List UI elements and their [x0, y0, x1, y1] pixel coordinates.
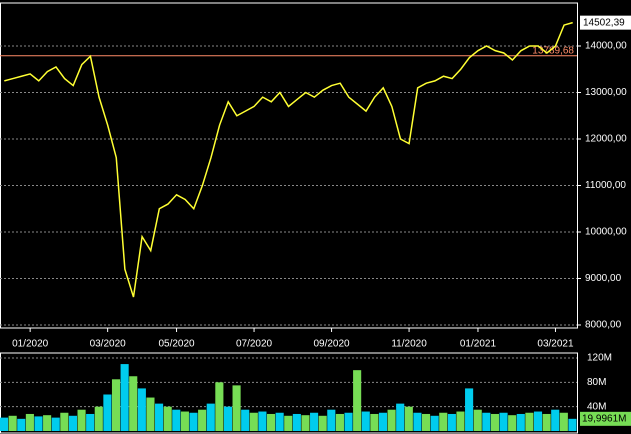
volume-bar — [77, 409, 86, 431]
x-tick-label: 03/2020 — [90, 339, 127, 350]
volume-bar — [430, 415, 439, 431]
x-tick-label: 09/2020 — [313, 339, 350, 350]
volume-bar — [189, 412, 198, 431]
volume-bar — [516, 413, 525, 431]
volume-bar — [353, 370, 362, 431]
x-tick-label: 07/2020 — [236, 339, 273, 350]
volume-bar — [172, 409, 181, 431]
volume-bar — [0, 417, 9, 431]
volume-bar — [335, 413, 344, 431]
volume-bar — [249, 412, 258, 431]
volume-bar — [215, 382, 224, 431]
volume-bar — [465, 388, 474, 431]
volume-bar — [232, 385, 241, 431]
volume-bar — [198, 409, 207, 431]
volume-bar — [25, 413, 34, 431]
volume-bar — [378, 412, 388, 431]
volume-bar — [17, 418, 26, 431]
y-tick-label: 12000,00 — [585, 134, 627, 145]
price-line — [4, 21, 573, 298]
y-tick-label: 40M — [587, 401, 606, 412]
volume-bar — [180, 411, 189, 431]
volume-bar — [456, 411, 465, 431]
volume-bar — [94, 406, 103, 431]
volume-bar — [421, 413, 431, 431]
volume-bar — [473, 409, 482, 431]
y-tick-label: 13000,00 — [585, 87, 627, 98]
volume-bar — [103, 394, 112, 431]
volume-bar — [120, 364, 129, 431]
volume-bar — [551, 409, 560, 431]
volume-bar — [525, 412, 534, 431]
volume-bar — [68, 415, 78, 431]
volume-bar — [327, 409, 336, 431]
volume-bar — [370, 413, 379, 431]
volume-bar — [258, 411, 267, 431]
volume-bar — [146, 397, 155, 431]
volume-bar — [284, 415, 293, 431]
y-tick-label: 10000,00 — [585, 227, 627, 238]
volume-bar — [60, 412, 69, 431]
x-tick-label: 01/2021 — [460, 339, 497, 350]
volume-bar — [533, 411, 543, 431]
price-panel — [0, 2, 578, 329]
x-tick-label: 01/2020 — [12, 339, 49, 350]
volume-bar — [542, 413, 551, 431]
volume-bar — [559, 412, 568, 431]
volume-bar — [43, 415, 52, 431]
volume-bar — [344, 412, 353, 431]
volume-bar — [292, 413, 301, 431]
last-price-label: 14502,39 — [583, 17, 625, 28]
last-price-box — [580, 15, 631, 30]
volume-bar — [223, 406, 233, 431]
volume-panel — [0, 352, 578, 434]
volume-bar — [413, 412, 422, 431]
volume-bar — [206, 403, 215, 431]
y-tick-label: 11000,00 — [585, 180, 626, 191]
volume-bar — [482, 412, 491, 431]
volume-bar — [34, 416, 43, 431]
last-volume-box — [580, 411, 631, 426]
y-tick-label: 80M — [587, 377, 606, 388]
x-tick-label: 05/2020 — [158, 339, 195, 350]
volume-bar — [361, 411, 370, 431]
y-tick-label: 8000,00 — [585, 320, 622, 331]
x-tick-label: 11/2020 — [391, 339, 427, 350]
volume-bar — [266, 413, 276, 431]
y-tick-label: 120M — [587, 353, 612, 364]
x-tick-label: 03/2021 — [537, 339, 574, 350]
y-tick-label: 14000,00 — [585, 41, 627, 52]
volume-bar — [310, 412, 319, 431]
volume-bar — [508, 415, 517, 431]
volume-bar — [51, 417, 60, 431]
volume-bar — [447, 413, 456, 431]
volume-bar — [499, 412, 508, 431]
volume-bar — [163, 406, 172, 431]
volume-bar — [490, 413, 499, 431]
volume-bar — [275, 412, 284, 431]
volume-bar — [137, 388, 146, 431]
volume-bar — [439, 412, 448, 431]
volume-bar — [568, 418, 577, 431]
last-volume-label: 19,9961M — [582, 413, 626, 424]
volume-bar — [129, 376, 138, 431]
volume-bar — [111, 379, 121, 431]
volume-bar — [396, 403, 405, 431]
volume-bar — [318, 415, 327, 431]
volume-bar — [301, 415, 310, 431]
y-tick-label: 9000,00 — [585, 273, 622, 284]
reference-label: 13789,68 — [532, 45, 574, 56]
volume-bar — [241, 409, 250, 431]
volume-bar — [387, 409, 396, 431]
volume-bar — [86, 413, 95, 431]
volume-bar — [8, 415, 17, 431]
volume-bar — [404, 406, 413, 431]
volume-bar — [155, 403, 164, 431]
